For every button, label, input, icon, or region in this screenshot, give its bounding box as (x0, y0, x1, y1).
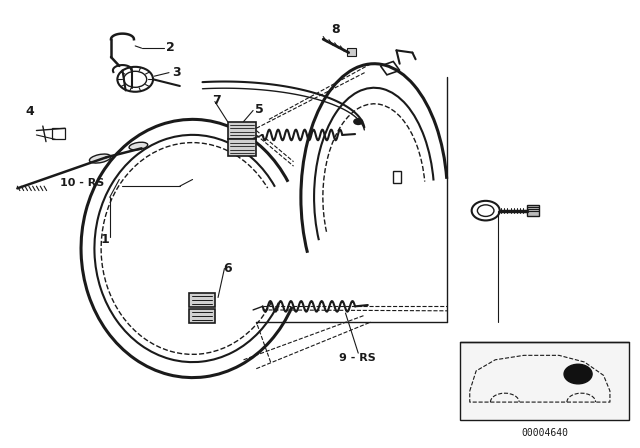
Text: 2: 2 (166, 41, 175, 54)
Bar (228, 139, 256, 156)
Text: 8: 8 (332, 23, 340, 36)
Circle shape (564, 364, 592, 384)
Bar (189, 309, 215, 323)
Bar (347, 48, 356, 56)
Text: 9 - RS: 9 - RS (339, 353, 376, 362)
Text: 00004640: 00004640 (521, 428, 568, 438)
Text: 5: 5 (255, 103, 264, 116)
Circle shape (353, 118, 364, 125)
Bar (52, 128, 65, 139)
Bar (394, 171, 401, 183)
Bar (527, 205, 539, 216)
Bar (460, 342, 629, 420)
Ellipse shape (90, 154, 111, 163)
Text: 10 - RS: 10 - RS (60, 178, 104, 188)
Text: 6: 6 (223, 262, 232, 275)
Text: 1: 1 (100, 233, 109, 246)
Bar (189, 293, 215, 307)
Text: 7: 7 (212, 94, 220, 107)
Ellipse shape (129, 142, 148, 150)
Bar (228, 121, 256, 138)
Text: 4: 4 (26, 105, 35, 118)
Text: 3: 3 (172, 66, 180, 79)
